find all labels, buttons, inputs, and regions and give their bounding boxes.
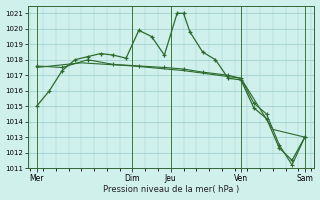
X-axis label: Pression niveau de la mer( hPa ): Pression niveau de la mer( hPa ) bbox=[103, 185, 239, 194]
